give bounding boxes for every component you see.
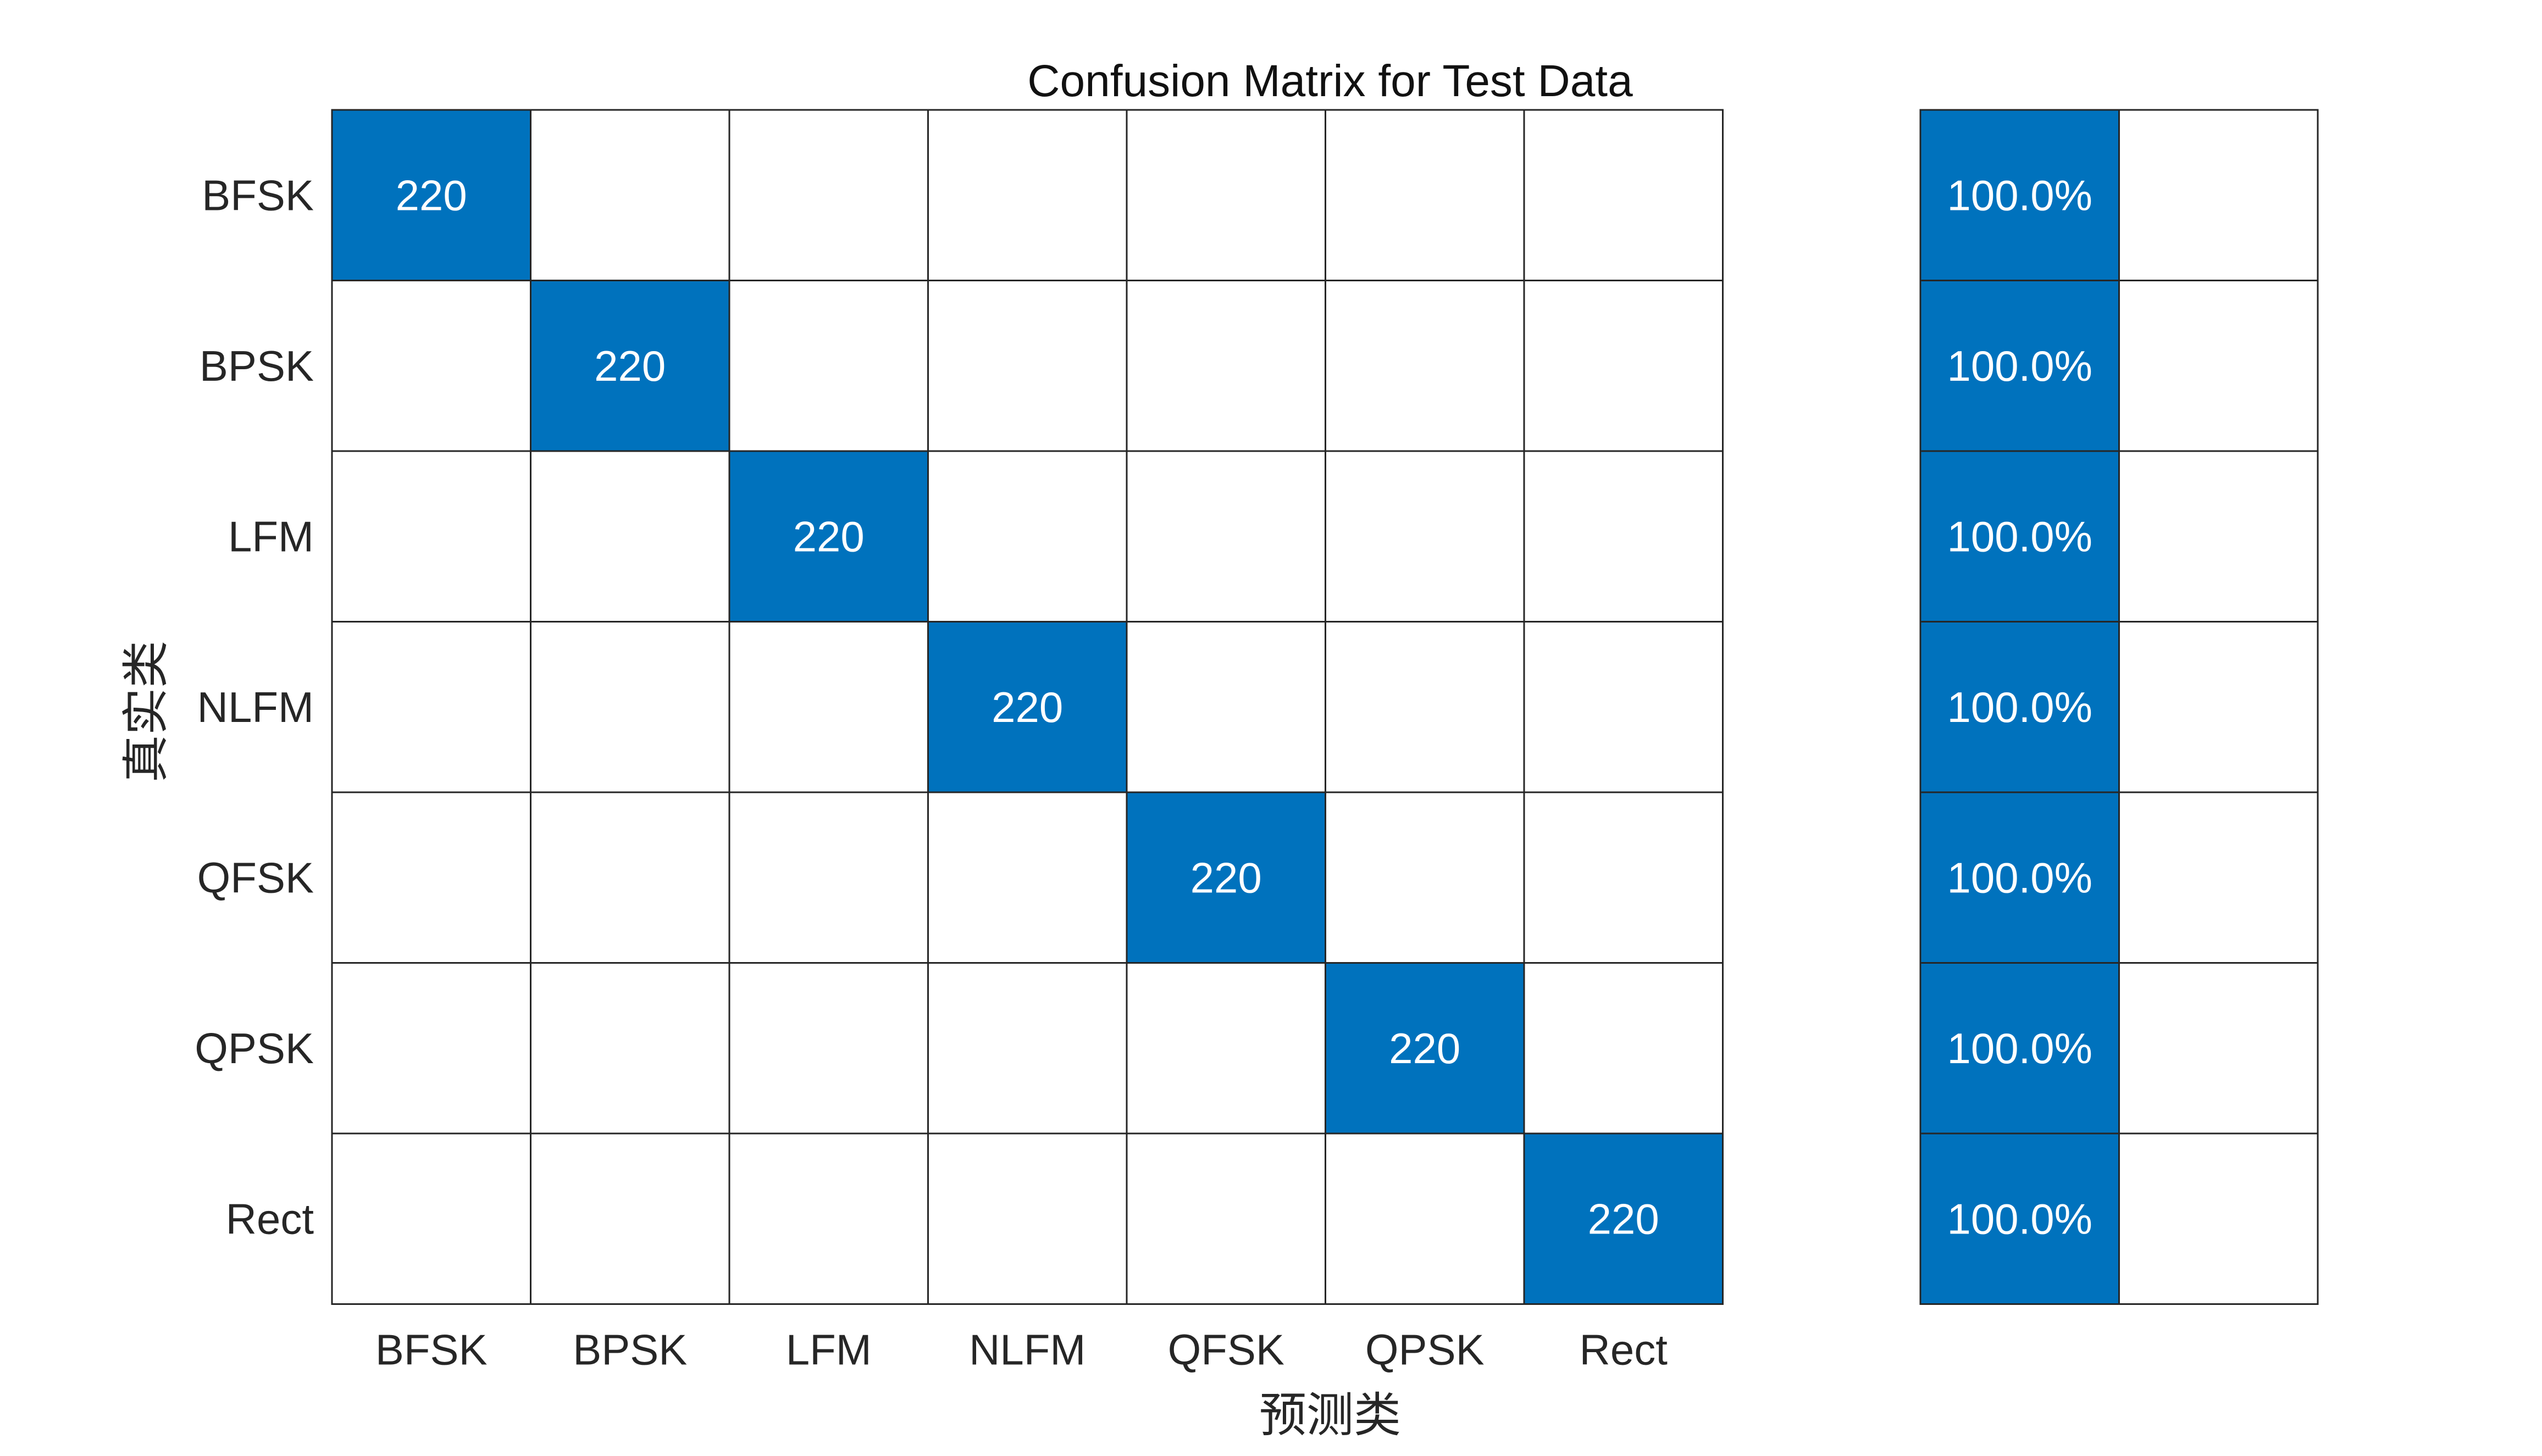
matrix-cell-3-1 bbox=[530, 621, 730, 793]
matrix-cell-1-2 bbox=[728, 280, 929, 452]
matrix-cell-value-1-1: 220 bbox=[594, 342, 666, 390]
matrix-cell-6-3 bbox=[927, 1132, 1128, 1305]
matrix-cell-0-4 bbox=[1126, 109, 1326, 281]
matrix-cell-6-5 bbox=[1325, 1132, 1525, 1305]
x-tick-label-qpsk: QPSK bbox=[1365, 1326, 1485, 1374]
summary-correct-value-3: 100.0% bbox=[1947, 683, 2092, 731]
summary-correct-value-2: 100.0% bbox=[1947, 512, 2092, 560]
matrix-cell-0-6 bbox=[1523, 109, 1724, 281]
matrix-cell-4-4 bbox=[1126, 791, 1326, 964]
summary-correct-cell-5 bbox=[1919, 962, 2120, 1135]
summary-incorrect-cell-4 bbox=[2118, 791, 2319, 964]
matrix-cell-2-6 bbox=[1523, 450, 1724, 623]
matrix-cell-value-3-3: 220 bbox=[992, 683, 1063, 731]
summary-correct-value-1: 100.0% bbox=[1947, 342, 2092, 390]
matrix-cell-4-2 bbox=[728, 791, 929, 964]
matrix-cell-3-4 bbox=[1126, 621, 1326, 793]
y-tick-label-lfm: LFM bbox=[228, 512, 314, 560]
x-tick-label-nlfm: NLFM bbox=[969, 1326, 1086, 1374]
matrix-cell-0-2 bbox=[728, 109, 929, 281]
matrix-cell-5-2 bbox=[728, 962, 929, 1135]
x-axis-label: 预测类 bbox=[1259, 1388, 1401, 1443]
matrix-cell-4-0 bbox=[331, 791, 531, 964]
matrix-cell-3-2 bbox=[728, 621, 929, 793]
y-tick-label-nlfm: NLFM bbox=[197, 683, 314, 731]
y-tick-label-bfsk: BFSK bbox=[202, 171, 314, 219]
matrix-cell-value-4-4: 220 bbox=[1190, 853, 1262, 902]
x-tick-label-qfsk: QFSK bbox=[1168, 1326, 1284, 1374]
matrix-cell-5-6 bbox=[1523, 962, 1724, 1135]
matrix-cell-0-5 bbox=[1325, 109, 1525, 281]
x-tick-label-bpsk: BPSK bbox=[573, 1326, 687, 1374]
matrix-cell-2-2 bbox=[728, 450, 929, 623]
y-tick-label-rect: Rect bbox=[226, 1194, 314, 1243]
summary-incorrect-cell-2 bbox=[2118, 450, 2319, 623]
matrix-cell-5-0 bbox=[331, 962, 531, 1135]
matrix-cell-4-6 bbox=[1523, 791, 1724, 964]
y-tick-labels: BFSK BPSK LFM NLFM QFSK QPSK Rect bbox=[195, 171, 314, 1243]
summary-correct-value-5: 100.0% bbox=[1947, 1024, 2092, 1072]
matrix-cell-0-1 bbox=[530, 109, 730, 281]
matrix-cell-3-6 bbox=[1523, 621, 1724, 793]
y-tick-label-qfsk: QFSK bbox=[197, 853, 314, 902]
matrix-cell-2-1 bbox=[530, 450, 730, 623]
summary-incorrect-cell-0 bbox=[2118, 109, 2319, 281]
matrix-cell-0-0 bbox=[331, 109, 531, 281]
summary-correct-cell-2 bbox=[1919, 450, 2120, 623]
summary-correct-value-4: 100.0% bbox=[1947, 853, 2092, 902]
matrix-cell-6-6 bbox=[1523, 1132, 1724, 1305]
y-axis-label: 真实类 bbox=[119, 641, 174, 782]
matrix-cell-5-5 bbox=[1325, 962, 1525, 1135]
matrix-cell-5-1 bbox=[530, 962, 730, 1135]
summary-correct-cell-4 bbox=[1919, 791, 2120, 964]
y-tick-label-bpsk: BPSK bbox=[200, 342, 314, 390]
matrix-cell-value-5-5: 220 bbox=[1389, 1024, 1460, 1072]
matrix-cell-3-3 bbox=[927, 621, 1128, 793]
matrix-cell-4-1 bbox=[530, 791, 730, 964]
matrix-cell-0-3 bbox=[927, 109, 1128, 281]
summary-incorrect-cell-5 bbox=[2118, 962, 2319, 1135]
matrix-cell-6-2 bbox=[728, 1132, 929, 1305]
row-summary-matrix: 100.0% 100.0% 100.0% 100.0% 100.0% 100.0% 100.… bbox=[1919, 109, 2319, 1305]
y-tick-label-qpsk: QPSK bbox=[195, 1024, 314, 1072]
matrix-cell-1-6 bbox=[1523, 280, 1724, 452]
matrix-cell-6-4 bbox=[1126, 1132, 1326, 1305]
matrix-cell-6-0 bbox=[331, 1132, 531, 1305]
summary-correct-value-6: 100.0% bbox=[1947, 1194, 2092, 1243]
summary-incorrect-cell-3 bbox=[2118, 621, 2319, 793]
matrix-cell-1-5 bbox=[1325, 280, 1525, 452]
summary-correct-cell-6 bbox=[1919, 1132, 2120, 1305]
matrix-cell-3-0 bbox=[331, 621, 531, 793]
matrix-cell-2-0 bbox=[331, 450, 531, 623]
matrix-cell-4-3 bbox=[927, 791, 1128, 964]
x-tick-label-lfm: LFM bbox=[786, 1326, 872, 1374]
summary-incorrect-cell-1 bbox=[2118, 280, 2319, 452]
summary-incorrect-cell-6 bbox=[2118, 1132, 2319, 1305]
matrix-cell-1-0 bbox=[331, 280, 531, 452]
matrix-cell-5-3 bbox=[927, 962, 1128, 1135]
matrix-cell-1-3 bbox=[927, 280, 1128, 452]
matrix-cell-2-5 bbox=[1325, 450, 1525, 623]
summary-correct-value-0: 100.0% bbox=[1947, 171, 2092, 219]
chart-title: Confusion Matrix for Test Data bbox=[1027, 56, 1633, 106]
matrix-cell-value-2-2: 220 bbox=[793, 512, 865, 560]
matrix-cell-3-5 bbox=[1325, 621, 1525, 793]
matrix-cell-value-0-0: 220 bbox=[396, 171, 467, 219]
matrix-cell-6-1 bbox=[530, 1132, 730, 1305]
matrix-cell-value-6-6: 220 bbox=[1588, 1194, 1659, 1243]
matrix-cell-2-4 bbox=[1126, 450, 1326, 623]
x-tick-labels: BFSK BPSK LFM NLFM QFSK QPSK Rect bbox=[375, 1326, 1668, 1374]
x-tick-label-bfsk: BFSK bbox=[375, 1326, 488, 1374]
matrix-cell-1-1 bbox=[530, 280, 730, 452]
matrix-cell-1-4 bbox=[1126, 280, 1326, 452]
matrix-cell-5-4 bbox=[1126, 962, 1326, 1135]
confusion-matrix: 220 220 220 220 220 220 220 bbox=[331, 109, 1724, 1305]
x-tick-label-rect: Rect bbox=[1580, 1326, 1668, 1374]
matrix-cell-4-5 bbox=[1325, 791, 1525, 964]
summary-correct-cell-0 bbox=[1919, 109, 2120, 281]
matrix-cell-2-3 bbox=[927, 450, 1128, 623]
